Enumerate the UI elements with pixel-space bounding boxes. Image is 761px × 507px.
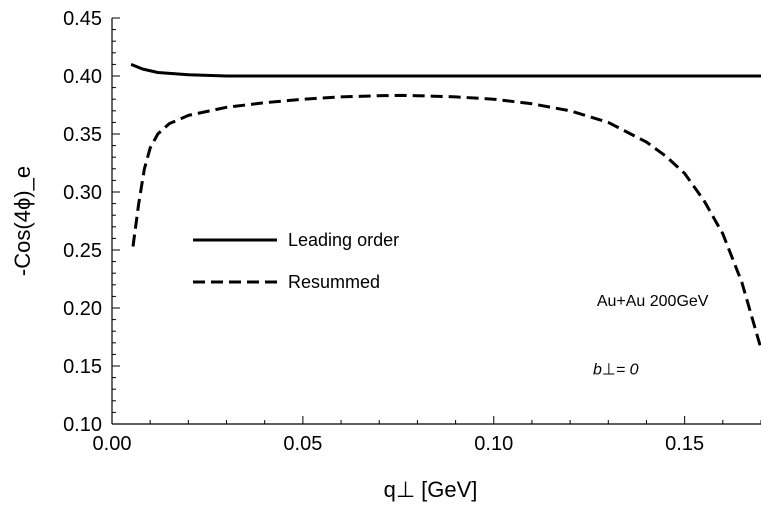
- axes: 0.10 0.15 0.20 0.25 0.30 0.35 0.40 0.45 0.00 0.05…: [10, 8, 761, 502]
- y-tick-label: 0.30: [63, 182, 102, 204]
- annotation: b⊥= 0: [593, 361, 639, 378]
- y-tick-label: 0.40: [63, 66, 102, 88]
- series-line-leading-order: [130, 63, 761, 78]
- x-tick-label: 0.05: [283, 433, 322, 455]
- y-axis-label: -Cos(4ϕ)_e: [10, 166, 35, 276]
- annotation: Au+Au 200GeV: [597, 293, 709, 310]
- series-line-resummed: [131, 93, 761, 350]
- legend: Leading order Resummed: [193, 230, 399, 292]
- y-tick-label: 0.35: [63, 124, 102, 146]
- y-tick-label: 0.25: [63, 240, 102, 262]
- x-tick-label: 0.00: [93, 433, 132, 455]
- annotations: Au+Au 200GeV b⊥= 0: [593, 293, 709, 378]
- y-tick-label: 0.20: [63, 298, 102, 320]
- x-tick-label: 0.15: [665, 433, 704, 455]
- series-layer: [130, 63, 761, 350]
- y-tick-label: 0.10: [63, 414, 102, 436]
- y-tick-label: 0.45: [63, 8, 102, 30]
- x-tick-label: 0.10: [474, 433, 513, 455]
- x-axis-label: q⊥ [GeV]: [384, 477, 478, 502]
- y-tick-label: 0.15: [63, 356, 102, 378]
- legend-label: Resummed: [288, 272, 380, 292]
- legend-label: Leading order: [288, 230, 399, 250]
